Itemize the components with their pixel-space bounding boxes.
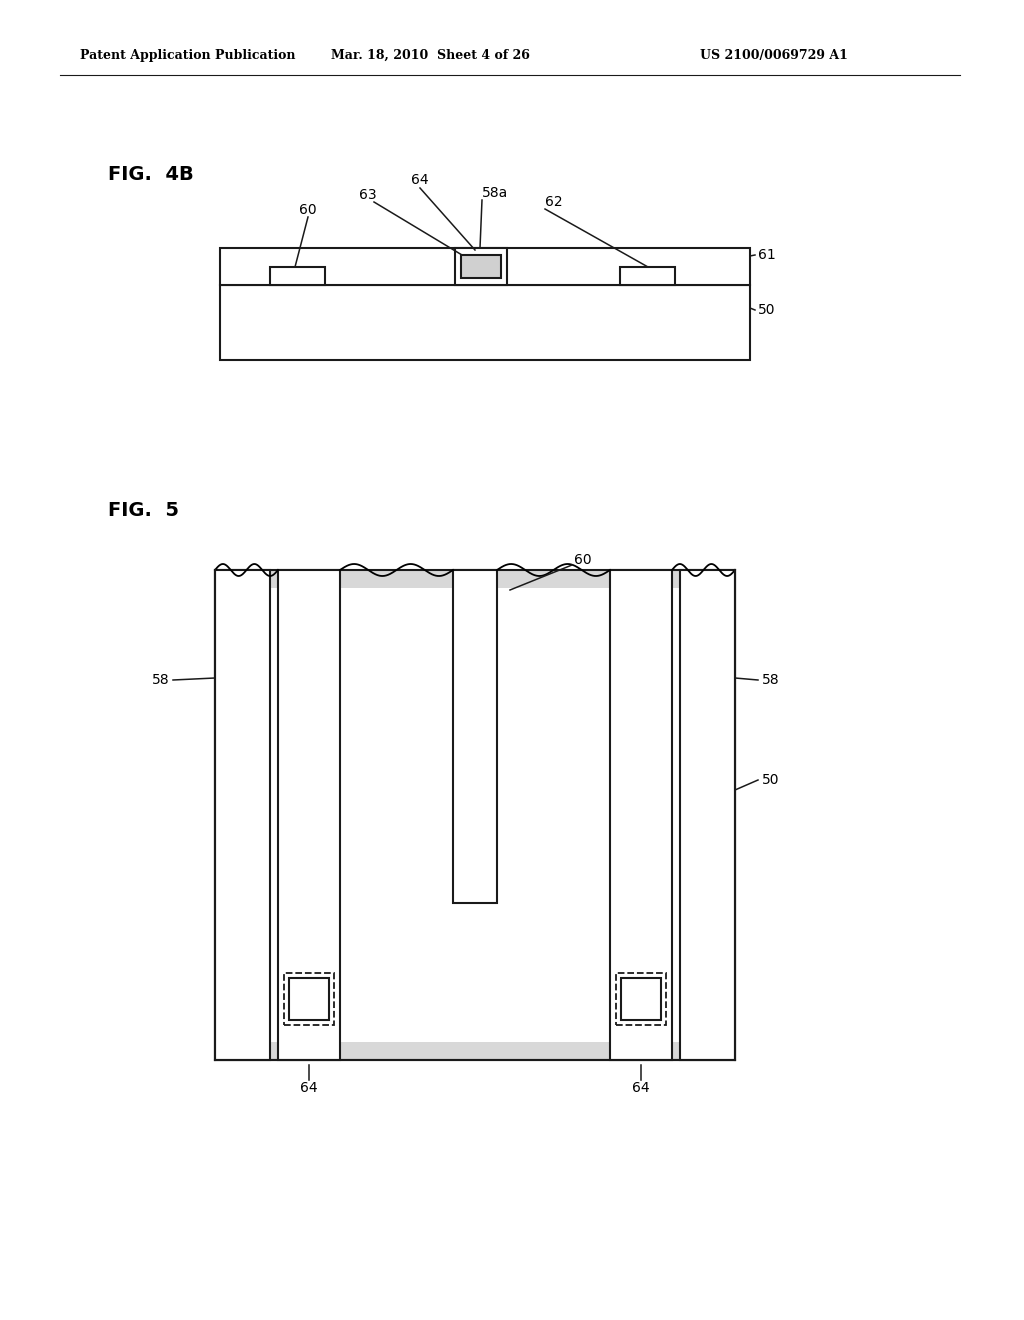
- Text: 64: 64: [632, 1081, 650, 1096]
- Bar: [461, 255, 501, 279]
- Bar: [215, 570, 270, 1060]
- Text: 50: 50: [758, 304, 775, 317]
- Bar: [278, 570, 340, 1060]
- Bar: [620, 267, 675, 285]
- Bar: [289, 978, 329, 1020]
- Text: FIG.  4B: FIG. 4B: [108, 165, 194, 185]
- Bar: [616, 973, 666, 1026]
- Text: 64: 64: [300, 1081, 317, 1096]
- Text: FIG.  5: FIG. 5: [108, 500, 179, 520]
- Text: 58: 58: [762, 673, 779, 686]
- Bar: [270, 267, 325, 285]
- Bar: [610, 570, 672, 1060]
- Bar: [680, 570, 735, 1060]
- Bar: [220, 285, 750, 360]
- Text: 50: 50: [762, 774, 779, 787]
- Text: 64: 64: [412, 173, 429, 187]
- Bar: [215, 570, 735, 1060]
- Text: Patent Application Publication: Patent Application Publication: [80, 49, 296, 62]
- Bar: [621, 978, 662, 1020]
- Bar: [453, 570, 497, 903]
- Text: 61: 61: [758, 248, 776, 261]
- Text: 58a: 58a: [482, 186, 508, 201]
- Bar: [455, 248, 507, 285]
- Text: 62: 62: [545, 195, 562, 209]
- Bar: [284, 973, 334, 1026]
- Text: US 2100/0069729 A1: US 2100/0069729 A1: [700, 49, 848, 62]
- Text: 60: 60: [574, 553, 592, 568]
- Text: 63: 63: [359, 187, 377, 202]
- Text: 58: 58: [153, 673, 170, 686]
- Bar: [220, 248, 750, 285]
- Text: Mar. 18, 2010  Sheet 4 of 26: Mar. 18, 2010 Sheet 4 of 26: [331, 49, 529, 62]
- Bar: [233, 587, 717, 1041]
- Text: 60: 60: [299, 203, 316, 216]
